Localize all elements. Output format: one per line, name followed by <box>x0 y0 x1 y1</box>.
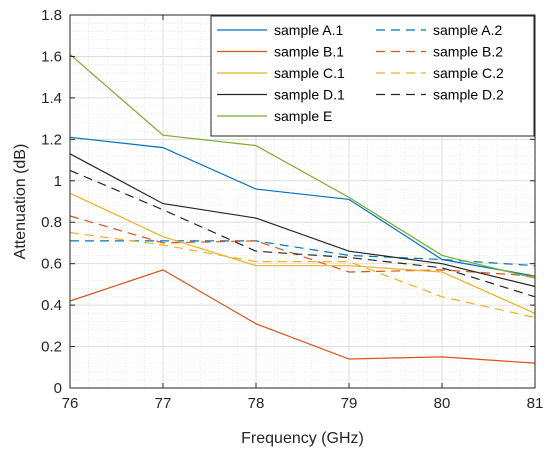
legend-label-sample-c-2: sample C.2 <box>433 65 504 81</box>
series-line-sample-c-1 <box>69 192 536 314</box>
legend-label-sample-b-1: sample B.1 <box>274 44 344 60</box>
x-tick-label: 78 <box>248 395 265 412</box>
x-tick-label: 79 <box>341 395 358 412</box>
y-tick-labels: 0 0.2 0.4 0.6 0.8 1 1.2 1.4 1.6 1.8 <box>41 7 62 397</box>
series-line-sample-d-2 <box>69 169 536 298</box>
y-tick-label: 1.6 <box>41 48 62 65</box>
legend-label-sample-d-2: sample D.2 <box>433 87 504 103</box>
y-tick-label: 0.6 <box>41 256 62 273</box>
plot-frame <box>69 14 536 389</box>
y-tick-label: 1.4 <box>41 90 62 107</box>
legend-label-sample-c-1: sample C.1 <box>274 65 345 81</box>
x-tick-label: 80 <box>434 395 451 412</box>
y-tick-label: 0 <box>54 380 62 397</box>
series-line-sample-e <box>69 53 536 279</box>
series-line-sample-d-1 <box>69 153 536 288</box>
series-line-sample-b-1 <box>69 269 536 364</box>
y-tick-label: 1 <box>54 173 62 190</box>
x-tick-label: 81 <box>527 395 544 412</box>
legend-label-sample-a-2: sample A.2 <box>433 22 502 38</box>
y-tick-label: 0.4 <box>41 297 62 314</box>
series-line-sample-a-2 <box>70 240 536 267</box>
y-tick-label: 1.2 <box>41 131 62 148</box>
legend-label-sample-b-2: sample B.2 <box>433 44 503 60</box>
x-tick-label: 76 <box>62 395 79 412</box>
series-line-sample-c-2 <box>69 232 536 319</box>
series-line-sample-a-1 <box>69 136 536 277</box>
x-tick-label: 77 <box>155 395 172 412</box>
legend: sample A.1 sample A.2 sample B.1 sample B.2… <box>210 15 535 137</box>
x-tick-labels: 76 77 78 79 80 81 <box>62 395 544 412</box>
y-tick-label: 0.8 <box>41 214 62 231</box>
y-tick-label: 1.8 <box>41 7 62 24</box>
series-layer <box>69 53 536 364</box>
legend-label-sample-d-1: sample D.1 <box>274 87 345 103</box>
series-line-sample-b-2 <box>69 215 536 277</box>
y-tick-label: 0.2 <box>41 339 62 356</box>
legend-label-sample-a-1: sample A.1 <box>274 22 343 38</box>
y-axis-label: Attenuation (dB) <box>12 144 29 260</box>
legend-label-sample-e: sample E <box>274 108 332 124</box>
x-axis-label: Frequency (GHz) <box>241 430 364 447</box>
